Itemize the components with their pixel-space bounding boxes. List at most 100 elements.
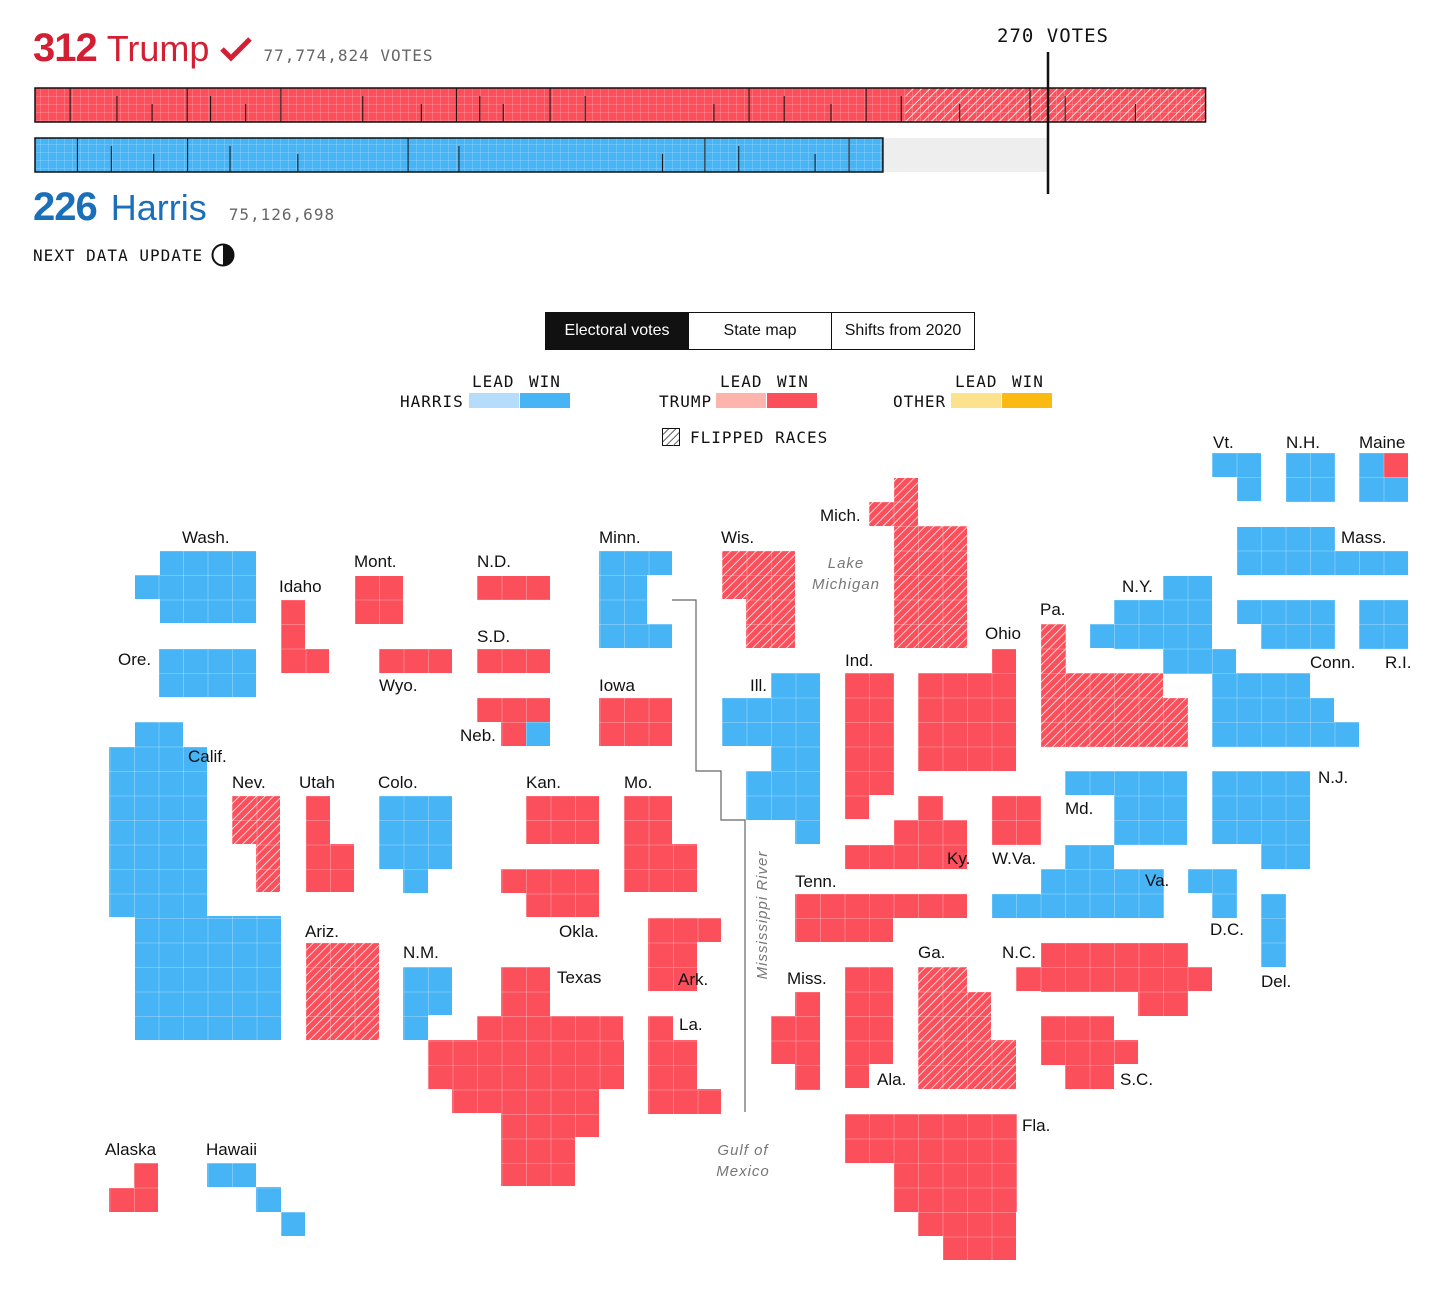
state-cell (1237, 600, 1335, 624)
trump-name: Trump (106, 28, 210, 69)
state-s-d[interactable] (477, 649, 550, 673)
state-colo[interactable] (379, 796, 452, 893)
state-cell (1138, 991, 1188, 1016)
tab-electoral-votes[interactable]: Electoral votes (546, 313, 689, 349)
legend-other-lead-label: LEAD (955, 372, 998, 391)
state-n-j[interactable] (1212, 771, 1310, 869)
state-ind[interactable] (845, 673, 894, 819)
state-n-h[interactable] (1286, 453, 1335, 502)
state-cell (207, 1163, 256, 1187)
state-mass[interactable] (1237, 527, 1408, 575)
state-mo[interactable] (624, 796, 697, 892)
state-maine[interactable] (1359, 453, 1408, 502)
state-wyo[interactable] (379, 649, 452, 673)
state-idaho[interactable] (281, 600, 329, 673)
lake-michigan-label: Lake Michigan (811, 555, 881, 593)
state-fla[interactable] (845, 1114, 1017, 1260)
state-wis[interactable] (722, 551, 795, 648)
state-iowa[interactable] (599, 698, 672, 746)
legend-harris-lead-swatch (469, 393, 519, 408)
state-w-va[interactable] (992, 796, 1041, 845)
tab-state-map[interactable]: State map (689, 313, 832, 349)
state-n-m[interactable] (403, 967, 452, 1040)
state-conn[interactable] (1237, 600, 1335, 649)
state-ky[interactable] (845, 796, 967, 869)
state-label-colo: Colo. (378, 773, 418, 792)
state-pa[interactable] (1041, 624, 1188, 747)
legend-flipped-label: FLIPPED RACES (690, 428, 829, 447)
state-tenn[interactable] (795, 894, 967, 942)
state-mich[interactable] (869, 478, 967, 648)
state-okla[interactable] (501, 869, 599, 917)
state-label-maine: Maine (1359, 433, 1406, 452)
state-label-ill: Ill. (750, 676, 767, 695)
state-label-n-c: N.C. (1002, 943, 1036, 962)
state-cell (281, 649, 329, 673)
state-label-miss: Miss. (787, 969, 827, 988)
state-cell (1188, 649, 1236, 673)
state-cell (477, 698, 550, 722)
state-cell (845, 1114, 1017, 1163)
state-ga[interactable] (918, 967, 1016, 1089)
state-ariz[interactable] (306, 943, 379, 1040)
state-hawaii[interactable] (207, 1163, 305, 1236)
state-ala[interactable] (845, 967, 893, 1088)
state-cell (845, 967, 893, 1064)
state-label-kan: Kan. (526, 773, 561, 792)
state-md[interactable] (1065, 771, 1187, 845)
trump-ev-count: 312 (33, 26, 98, 70)
state-r-i[interactable] (1359, 600, 1408, 649)
state-ore[interactable] (159, 649, 256, 697)
state-vt[interactable] (1212, 453, 1261, 501)
state-utah[interactable] (306, 796, 354, 892)
state-texas[interactable] (428, 967, 624, 1186)
state-cell (1261, 844, 1310, 869)
state-cell (894, 820, 967, 845)
state-label-alaska: Alaska (105, 1140, 157, 1159)
state-label-ariz: Ariz. (305, 922, 339, 941)
legend-trump-lead-label: LEAD (720, 372, 763, 391)
state-n-d[interactable] (477, 576, 550, 600)
state-kan[interactable] (526, 796, 599, 844)
state-va[interactable] (992, 845, 1164, 918)
threshold-label: 270 VOTES (997, 25, 1109, 47)
state-cell (648, 1089, 721, 1114)
state-d-c[interactable] (1188, 869, 1237, 918)
state-cell (159, 649, 256, 697)
state-wash[interactable] (135, 551, 256, 623)
state-minn[interactable] (599, 551, 672, 648)
state-cell (1212, 771, 1310, 844)
checkmark-icon (220, 36, 253, 62)
state-cell (135, 916, 281, 1040)
state-alaska[interactable] (109, 1163, 158, 1212)
state-neb[interactable] (477, 698, 550, 746)
state-cell (355, 576, 403, 624)
state-label-ky: Ky. (947, 849, 971, 868)
state-ill[interactable] (722, 673, 820, 844)
state-mont[interactable] (355, 576, 403, 624)
state-s-c[interactable] (1041, 1016, 1138, 1089)
state-label-ohio: Ohio (985, 624, 1021, 643)
state-n-c[interactable] (1016, 943, 1212, 1016)
state-cell (991, 1040, 1016, 1089)
state-cell (599, 698, 672, 746)
harris-ev-count: 226 (33, 185, 98, 229)
state-ohio[interactable] (918, 649, 1016, 771)
state-label-fla: Fla. (1022, 1116, 1051, 1135)
state-del[interactable] (1261, 894, 1286, 967)
state-cell (1065, 771, 1187, 795)
state-label-nev: Nev. (232, 773, 266, 792)
state-cell (501, 1137, 575, 1186)
state-cell (109, 1188, 158, 1212)
state-miss[interactable] (771, 992, 820, 1090)
state-label-s-d: S.D. (477, 627, 511, 646)
state-cell (1237, 477, 1261, 501)
tab-shifts-from-2020[interactable]: Shifts from 2020 (832, 313, 974, 349)
state-cell (795, 992, 820, 1090)
trump-bar-grid (35, 88, 1206, 122)
state-cell (795, 918, 893, 942)
state-calif[interactable] (109, 722, 281, 1040)
state-cell (501, 869, 599, 893)
state-n-y[interactable] (1090, 576, 1359, 747)
state-nev[interactable] (232, 796, 280, 892)
